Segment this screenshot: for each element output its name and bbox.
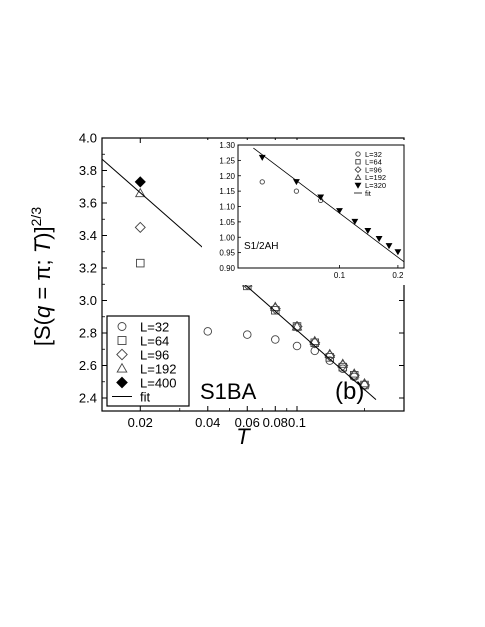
legend-label: L=64 (140, 334, 169, 349)
y-axis-label-part: [S( (30, 317, 55, 346)
series-l-32-point (271, 335, 280, 344)
legend-label: L=400 (140, 376, 177, 391)
y-axis-label-part: )] (30, 226, 55, 239)
y-tick-label: 2.6 (79, 358, 97, 373)
inset-legend-label: L=96 (365, 165, 382, 174)
inset-series-l-320-point (394, 249, 402, 256)
inset-y-tick-label: 0.90 (219, 264, 235, 273)
inset-y-tick-label: 1.25 (219, 156, 235, 165)
legend-label: fit (140, 390, 151, 405)
x-tick-label: 0.08 (263, 415, 288, 430)
series-l-96-point (291, 320, 303, 333)
series-l-96-point (309, 337, 321, 349)
y-tick-label: 3.2 (79, 261, 97, 276)
series-l-192-point (348, 368, 360, 378)
legend-marker (116, 348, 128, 361)
inset-series-l-32-point (293, 188, 300, 194)
inset-x-tick-label: 0.1 (334, 271, 346, 280)
inset-y-tick-label: 0.95 (219, 249, 235, 258)
inset-chart-axes: 0.90 0.95 1.00 1.05 1.10 1.15 1.20 1.25 1.30 0.1 0… (202, 140, 408, 285)
inset-legend-marker (354, 173, 362, 180)
y-axis-label-exponent: 2/3 (28, 207, 44, 227)
inset-legend-marker (354, 166, 362, 174)
y-axis-label-part: q (30, 305, 55, 318)
inset-legend-marker (354, 182, 362, 189)
inset-legend-label: L=32 (365, 150, 382, 159)
inset-y-tick-label: 1.05 (219, 218, 235, 227)
inset-legend-label: fit (365, 189, 372, 198)
series-l-192-point (337, 358, 349, 368)
legend-label: L=192 (140, 362, 177, 377)
x-tick-label: 0.04 (195, 415, 220, 430)
y-axis-label-part: = π; (30, 253, 55, 305)
legend-label: L=32 (140, 320, 169, 335)
inset-legend-label: L=64 (365, 158, 382, 167)
inset-y-tick-label: 1.10 (219, 203, 235, 212)
series-l-32-point (292, 341, 302, 351)
legend-marker (116, 376, 128, 389)
series-l-32-point (243, 330, 252, 339)
x-axis-label: T (236, 424, 251, 449)
inset-background (202, 140, 408, 285)
inset-legend-marker (355, 151, 361, 157)
y-tick-label: 2.8 (79, 326, 97, 341)
inset-series-l-320-point (385, 243, 393, 250)
inset-series-fit-line (253, 147, 405, 263)
x-tick-label: 0.1 (288, 415, 306, 430)
inset-annotation-s1-2ah: S1/2AH (244, 241, 278, 252)
inset-series-l-320-point (375, 236, 383, 243)
y-tick-label: 2.4 (79, 391, 97, 406)
inset-y-tick-label: 1.00 (219, 233, 235, 242)
x-tick-label: 0.06 (235, 415, 260, 430)
y-tick-label: 3.0 (79, 293, 97, 308)
series-l-192-point (359, 377, 370, 388)
inset-y-tick-label: 1.15 (219, 187, 235, 196)
legend-label: L=96 (140, 348, 169, 363)
series-l-96-point (324, 350, 336, 362)
series-l-96-point (269, 303, 281, 315)
inset-y-tick-label: 1.20 (219, 172, 235, 181)
inset-series-l-320-point (351, 218, 359, 225)
series-l-64-point (136, 258, 145, 268)
y-tick-label: 3.8 (79, 163, 97, 178)
inset-series-l-320-point (364, 228, 372, 235)
y-tick-label: 3.6 (79, 196, 97, 211)
inset-legend-marker (355, 159, 361, 165)
main-chart-axes: 2.42.62.83.03.23.43.63.84.00.02 0.04 0.06 0… (28, 131, 405, 449)
series-l-192-point (269, 301, 281, 311)
inset-legend-label: L=320 (365, 181, 386, 190)
inset-x-tick-label: 0.2 (392, 271, 404, 280)
series-l-192-point (324, 348, 336, 358)
series-l-32-point (203, 327, 213, 336)
series-l-96-point (134, 221, 146, 233)
main-legend-box (106, 315, 190, 407)
annotation-s1ba: S1BA (200, 379, 257, 404)
annotation-panel-b: (b) (335, 378, 364, 405)
y-axis-label-part: T (30, 238, 55, 253)
x-tick-label: 0.02 (128, 415, 153, 430)
y-axis-label: [S(q = π; T)]2/3 (28, 207, 55, 346)
series-l-400-point (134, 176, 146, 188)
legend-marker (116, 362, 128, 373)
inset-series-l-32-point (259, 179, 265, 185)
legend-marker (117, 336, 127, 345)
inset-series-l-320-point (317, 194, 325, 201)
inset-series-l-320-point (336, 208, 343, 215)
y-tick-label: 4.0 (79, 131, 97, 146)
inset-series-l-320-point (258, 154, 266, 161)
series-l-192-point (309, 335, 321, 345)
y-tick-label: 3.4 (79, 228, 97, 243)
inset-y-tick-label: 1.30 (219, 141, 235, 150)
series-l-192-point (134, 187, 146, 198)
legend-marker (117, 322, 127, 331)
inset-legend-label: L=192 (365, 173, 386, 182)
